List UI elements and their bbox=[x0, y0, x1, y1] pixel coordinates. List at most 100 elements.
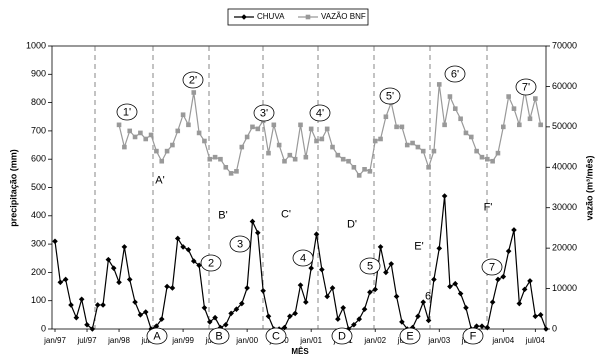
data-point bbox=[335, 152, 341, 158]
data-point bbox=[298, 122, 303, 128]
data-point bbox=[489, 299, 496, 305]
data-point bbox=[223, 164, 229, 170]
annotation: A' bbox=[155, 174, 164, 186]
legend-label: CHUVA bbox=[257, 12, 285, 21]
annotation: E' bbox=[414, 240, 423, 252]
data-point bbox=[356, 316, 363, 322]
data-point bbox=[538, 122, 543, 128]
data-point bbox=[52, 238, 58, 245]
annotation-circle bbox=[359, 257, 381, 275]
data-point bbox=[222, 321, 229, 328]
y-tick-label: 1000 bbox=[26, 40, 46, 50]
x-tick-label: jan/03 bbox=[427, 336, 450, 345]
x-tick-label: jan/97 bbox=[43, 336, 66, 345]
data-point bbox=[388, 261, 395, 267]
annotation: 6 bbox=[425, 290, 431, 302]
data-point bbox=[399, 124, 405, 130]
data-point bbox=[319, 266, 325, 273]
data-point bbox=[479, 323, 485, 329]
data-point bbox=[244, 134, 250, 140]
data-point bbox=[431, 276, 437, 283]
x-tick-label: jan/98 bbox=[107, 336, 130, 345]
data-point bbox=[164, 148, 170, 154]
data-point bbox=[287, 152, 293, 158]
data-point bbox=[116, 122, 122, 128]
y2-tick-label: 0 bbox=[552, 323, 557, 333]
data-point bbox=[308, 265, 314, 271]
data-point bbox=[260, 287, 266, 294]
data-point bbox=[319, 136, 325, 142]
y-tick-label: 0 bbox=[41, 323, 46, 333]
data-point bbox=[116, 279, 122, 286]
data-point bbox=[495, 150, 501, 156]
data-point bbox=[126, 276, 133, 283]
y-tick-label: 100 bbox=[31, 295, 46, 305]
data-point bbox=[346, 158, 351, 164]
data-point bbox=[138, 130, 143, 136]
data-point bbox=[330, 144, 335, 150]
data-point bbox=[340, 156, 346, 162]
data-point bbox=[415, 313, 421, 320]
annotation-circle bbox=[146, 327, 168, 345]
legend-marker bbox=[305, 14, 311, 20]
data-point bbox=[281, 324, 288, 331]
data-point bbox=[324, 293, 330, 300]
data-point bbox=[447, 283, 453, 290]
data-point bbox=[511, 227, 517, 233]
data-point bbox=[206, 319, 213, 325]
data-point bbox=[202, 138, 207, 144]
data-point bbox=[89, 326, 96, 332]
data-point bbox=[228, 171, 234, 176]
data-point bbox=[447, 94, 453, 99]
y-tick-label: 200 bbox=[31, 267, 46, 277]
data-point bbox=[212, 314, 218, 321]
data-point bbox=[122, 144, 127, 150]
data-point bbox=[314, 138, 319, 144]
data-point bbox=[265, 313, 272, 320]
data-point bbox=[180, 112, 186, 118]
annotation-circle bbox=[292, 249, 314, 267]
data-point bbox=[484, 156, 490, 162]
annotation: D bbox=[338, 330, 346, 342]
data-point bbox=[121, 244, 128, 250]
annotation: 4' bbox=[316, 107, 324, 119]
data-point bbox=[308, 126, 314, 132]
data-point bbox=[174, 235, 181, 242]
y2-axis-title: vazão (m³/mês) bbox=[584, 155, 594, 220]
data-point bbox=[425, 317, 432, 324]
data-point bbox=[394, 124, 399, 130]
data-point bbox=[78, 296, 85, 303]
data-point bbox=[484, 324, 491, 331]
data-point bbox=[505, 248, 512, 254]
y-tick-label: 300 bbox=[31, 238, 46, 248]
annotation-circle bbox=[444, 65, 466, 83]
data-point bbox=[399, 319, 405, 325]
data-point bbox=[527, 116, 533, 122]
data-point bbox=[404, 142, 410, 148]
data-point bbox=[441, 193, 448, 199]
data-point bbox=[452, 280, 459, 287]
annotation-circle bbox=[265, 327, 287, 345]
annotation-circle bbox=[116, 103, 138, 121]
annotation-circle bbox=[200, 254, 222, 272]
annotation: 6' bbox=[451, 68, 459, 80]
data-point bbox=[169, 285, 176, 291]
data-point bbox=[73, 314, 80, 321]
data-point bbox=[420, 299, 427, 305]
y-tick-label: 800 bbox=[31, 97, 46, 107]
x-tick-label: jul/04 bbox=[525, 336, 546, 345]
data-point bbox=[490, 158, 495, 164]
legend-label: VAZÃO BNF bbox=[321, 12, 366, 21]
data-point bbox=[340, 304, 346, 311]
data-point bbox=[329, 285, 336, 291]
data-point bbox=[84, 321, 90, 328]
data-point bbox=[137, 312, 144, 318]
annotation: B' bbox=[218, 209, 227, 221]
data-point bbox=[276, 142, 282, 148]
data-point bbox=[345, 326, 352, 332]
annotation: B bbox=[215, 330, 222, 342]
data-point bbox=[473, 323, 480, 329]
data-point bbox=[351, 164, 357, 170]
